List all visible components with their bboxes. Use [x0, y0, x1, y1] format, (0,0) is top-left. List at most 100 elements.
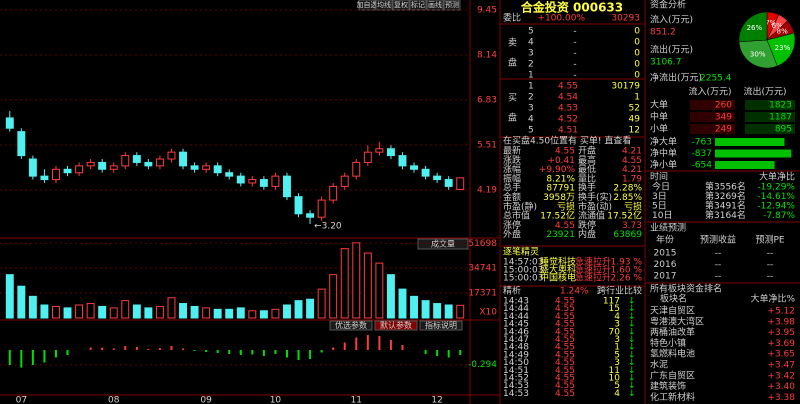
- forecast-cell: 2016: [654, 260, 677, 270]
- candle-body: [132, 155, 141, 163]
- alert-stock: 睡觉科技: [540, 256, 576, 268]
- tick-price: 4.55: [555, 389, 575, 399]
- candle-body: [271, 175, 280, 187]
- tick-direction: ↓: [628, 327, 636, 337]
- rank-period: 5日: [652, 201, 667, 212]
- volume-bar: [28, 295, 37, 319]
- toolbar-label[interactable]: 均线: [377, 0, 391, 9]
- tick-direction: ↓: [628, 343, 636, 353]
- sector-name: 特色小镇: [650, 337, 686, 349]
- info-label: 开盘: [578, 145, 596, 157]
- indicator-button-label[interactable]: 优选参数: [335, 320, 367, 330]
- info-label: 金额: [503, 191, 521, 203]
- tick-time: 14:44: [503, 312, 529, 322]
- toolbar-button[interactable]: [409, 0, 427, 11]
- level: 4: [528, 38, 534, 48]
- tick-volume: 5: [614, 350, 620, 360]
- flow-in: 349: [715, 113, 732, 123]
- pie-label: 30%: [750, 51, 766, 59]
- rank-ratio: -12.94%: [757, 202, 795, 212]
- volume-button-label[interactable]: 成交量: [431, 239, 455, 249]
- toolbar-label[interactable]: 加自选: [357, 0, 378, 9]
- volume-bar: [352, 242, 361, 319]
- info-label: 量比: [578, 172, 596, 184]
- candle-body: [444, 179, 453, 187]
- rank-period: 3日: [652, 191, 667, 202]
- tick-volume: 1: [614, 343, 620, 353]
- sector-ratio: +3.40: [767, 382, 795, 392]
- level: 1: [528, 71, 534, 81]
- info-value: 4.21: [622, 165, 642, 175]
- price: -: [573, 60, 576, 70]
- flow-in: 249: [715, 125, 732, 135]
- toolbar-button[interactable]: [443, 0, 461, 11]
- alert-stock: 盛大奥科: [540, 264, 576, 276]
- toolbar-button[interactable]: [358, 0, 376, 11]
- ticks-header: 跨行业比较: [597, 285, 642, 297]
- candle-body: [5, 117, 14, 129]
- level: 5: [528, 27, 534, 37]
- rank-ratio: -14.61%: [757, 192, 795, 202]
- net-bar: [715, 138, 785, 146]
- x-tick-label: 10: [270, 396, 282, 404]
- flow-header: 流出(万元): [743, 86, 786, 98]
- price: -: [573, 38, 576, 48]
- price: -: [573, 27, 576, 37]
- indicator-button-label[interactable]: 指标说明: [425, 320, 457, 330]
- rank-header: 时间: [650, 171, 668, 183]
- toolbar-button[interactable]: [375, 0, 393, 11]
- x-tick-label: 11: [351, 396, 362, 404]
- ratio: +100.00%: [537, 14, 585, 24]
- tick-volume: 3: [614, 320, 620, 330]
- tick-time: 14:51: [503, 366, 529, 376]
- flow-label: 小单: [650, 123, 668, 135]
- toolbar-label[interactable]: 复权: [394, 0, 408, 9]
- side-label: 盘: [508, 57, 517, 69]
- volume-bar: [386, 274, 395, 319]
- flow-label: 大单: [650, 99, 668, 111]
- tick-time: 14:43: [503, 297, 529, 307]
- candle-body: [179, 151, 187, 167]
- volume-bar: [306, 298, 315, 319]
- candle-body: [98, 161, 107, 170]
- info-value: +0.41: [547, 156, 575, 166]
- volume-bar: [248, 310, 257, 319]
- candle-body: [433, 175, 442, 181]
- alert-type: 急速拉升: [575, 256, 611, 268]
- volume-button[interactable]: [417, 238, 469, 250]
- volume-bar: [75, 304, 84, 319]
- alert-pct: 1.93 %: [611, 258, 643, 268]
- info-value: 2.85%: [613, 193, 642, 203]
- candle-body: [398, 155, 407, 167]
- toolbar-label[interactable]: 标记: [411, 0, 425, 9]
- indicator-button[interactable]: [374, 320, 418, 331]
- toolbar-label[interactable]: 预测: [445, 0, 459, 9]
- forecast-header: 年份: [656, 234, 674, 246]
- info-label: 涨幅: [503, 163, 521, 175]
- volume: 0: [634, 27, 640, 37]
- info-value: 87791: [546, 184, 575, 194]
- indicator-button[interactable]: [329, 320, 373, 331]
- forecast-cell: --: [767, 272, 774, 282]
- pie-label: 23%: [775, 44, 791, 52]
- sector-name: 水泥: [650, 359, 668, 371]
- toolbar-label[interactable]: 画线: [428, 0, 442, 9]
- x-tick-label: 12: [431, 396, 442, 404]
- side-label: 买: [508, 93, 517, 104]
- candle-body: [52, 168, 60, 181]
- volume-bar: [190, 305, 199, 319]
- funds-title: 资金分析: [650, 0, 686, 11]
- candle-body: [283, 175, 291, 198]
- info-value: 17.52亿: [607, 210, 642, 222]
- indicator-button-label[interactable]: 默认参数: [380, 320, 412, 330]
- candle-body: [86, 161, 95, 167]
- candle-body: [317, 199, 326, 218]
- flow-out: 895: [775, 125, 792, 135]
- tick-price: 4.55: [555, 312, 575, 322]
- volume-bar: [132, 304, 141, 319]
- volume-bar: [202, 307, 211, 319]
- indicator-button[interactable]: [419, 320, 463, 331]
- flow-label: 中单: [650, 111, 668, 123]
- tick-time: 14:46: [503, 327, 529, 337]
- info-label: 外盘: [503, 228, 521, 240]
